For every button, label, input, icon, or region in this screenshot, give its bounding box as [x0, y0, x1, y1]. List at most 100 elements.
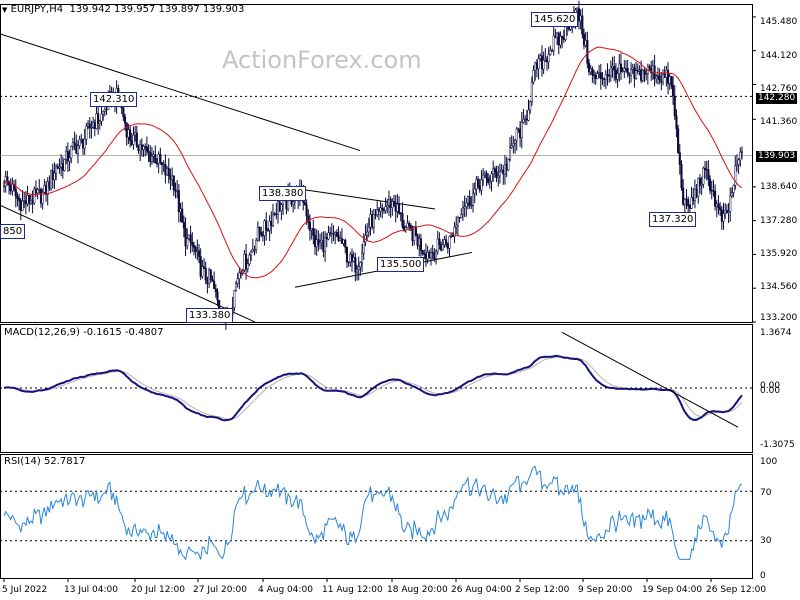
candle-body [677, 128, 680, 153]
candle-body [483, 173, 486, 176]
candle-body [545, 58, 549, 63]
candle-body [661, 73, 665, 83]
candle-body [127, 129, 130, 138]
candle-body [381, 207, 384, 211]
candle-body [557, 32, 560, 46]
price-axis-tick: 138.640 [760, 182, 798, 192]
candle-body [687, 199, 690, 207]
candle-body [480, 179, 483, 191]
x-axis-tick: 27 Jul 20:00 [193, 585, 247, 595]
candle-body [724, 210, 727, 214]
candle-body [376, 209, 379, 215]
candle-body [263, 220, 266, 236]
candle-body [559, 36, 562, 46]
candle-body [268, 220, 271, 231]
candle-body [179, 208, 182, 213]
candle-body [698, 177, 702, 186]
candle-body [466, 196, 470, 204]
candle-body [155, 162, 159, 165]
candle-body [658, 75, 661, 81]
candle-body [308, 221, 312, 231]
candle-body [468, 196, 471, 206]
candle-body [194, 246, 197, 253]
candle-body [702, 167, 705, 185]
candle-body [700, 183, 703, 186]
candle-body [421, 250, 424, 254]
candle-body [177, 190, 180, 213]
candle-body [492, 168, 495, 175]
candle-body [92, 122, 95, 128]
candle-body [418, 238, 421, 246]
candle-body [184, 227, 187, 247]
candle-body [737, 159, 740, 165]
x-axis-tick: 11 Aug 12:00 [322, 585, 383, 595]
candle-body [251, 249, 254, 252]
candle-body [29, 200, 32, 204]
candle-body [693, 189, 696, 202]
candle-body [344, 239, 347, 248]
candle-body [68, 157, 71, 162]
candle-body [683, 198, 686, 205]
candle-body [43, 185, 46, 193]
candle-body [619, 63, 623, 72]
candle-body [547, 54, 550, 63]
macd-trend-line [561, 331, 739, 428]
candle-body [357, 266, 360, 270]
candle-body [419, 238, 422, 251]
candle-body [366, 231, 369, 236]
candle-body [349, 254, 352, 263]
candle-body [337, 236, 340, 241]
candle-body [490, 173, 493, 182]
candle-body [423, 253, 426, 255]
candle-body [367, 226, 370, 233]
candle-body [735, 164, 739, 167]
candle-body [384, 206, 387, 212]
candle-body [487, 178, 490, 183]
x-axis-tick: 2 Sep 12:00 [515, 585, 570, 595]
candle-body [436, 238, 439, 252]
candle-body [65, 151, 68, 160]
candle-body [505, 164, 508, 171]
macd-panel-title: MACD(12,26,9) -0.1615 -0.4807 [4, 327, 164, 338]
falling-resistance-line [0, 33, 361, 152]
dropdown-arrow-icon[interactable]: ▼ [2, 6, 8, 14]
candle-body [261, 234, 264, 237]
candle-body [58, 166, 61, 169]
candle-body [396, 204, 399, 212]
candle-body [413, 226, 416, 242]
candle-body [451, 235, 454, 237]
macd-main-line [3, 354, 743, 422]
candle-body [391, 201, 394, 208]
candle-body [540, 55, 543, 70]
x-axis-tick: 4 Aug 04:00 [258, 585, 313, 595]
candle-body [458, 217, 461, 219]
candle-body [36, 189, 39, 194]
candle-body [524, 118, 527, 120]
candle-body [48, 181, 51, 189]
candle-body [166, 168, 169, 176]
candle-body [258, 226, 261, 233]
candle-body [359, 262, 362, 268]
candle-body [392, 201, 396, 207]
candle-body [345, 247, 348, 263]
candle-body [618, 63, 621, 74]
candle-body [508, 147, 512, 160]
candle-body [60, 163, 63, 168]
candle-body [692, 197, 695, 202]
candle-body [438, 238, 441, 245]
candle-body [564, 24, 567, 40]
candle-body [598, 72, 601, 74]
candle-body [394, 205, 397, 212]
candle-body [139, 144, 142, 151]
candle-body [503, 164, 507, 175]
candle-body [171, 175, 174, 180]
candle-body [631, 67, 634, 70]
candle-body [591, 68, 594, 76]
candle-body [688, 205, 691, 209]
candle-body [675, 115, 678, 129]
candle-body [243, 254, 246, 271]
rsi-line [0, 465, 752, 561]
candle-body [342, 239, 345, 244]
candle-body [266, 229, 269, 232]
candle-body [278, 201, 281, 212]
